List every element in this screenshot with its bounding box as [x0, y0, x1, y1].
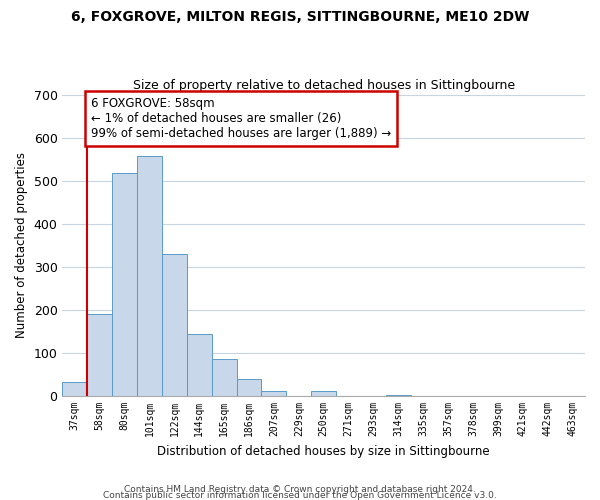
Bar — [137, 156, 162, 396]
Text: 6, FOXGROVE, MILTON REGIS, SITTINGBOURNE, ME10 2DW: 6, FOXGROVE, MILTON REGIS, SITTINGBOURNE… — [71, 10, 529, 24]
Text: 6 FOXGROVE: 58sqm
← 1% of detached houses are smaller (26)
99% of semi-detached : 6 FOXGROVE: 58sqm ← 1% of detached house… — [91, 96, 391, 140]
Bar — [212, 358, 236, 396]
Text: Contains HM Land Registry data © Crown copyright and database right 2024.: Contains HM Land Registry data © Crown c… — [124, 484, 476, 494]
Bar — [162, 254, 187, 396]
Bar — [112, 173, 137, 396]
Title: Size of property relative to detached houses in Sittingbourne: Size of property relative to detached ho… — [133, 79, 515, 92]
Bar — [236, 379, 262, 396]
X-axis label: Distribution of detached houses by size in Sittingbourne: Distribution of detached houses by size … — [157, 444, 490, 458]
Bar — [62, 382, 88, 396]
Bar — [262, 391, 286, 396]
Bar — [311, 391, 336, 396]
Text: Contains public sector information licensed under the Open Government Licence v3: Contains public sector information licen… — [103, 491, 497, 500]
Bar — [386, 395, 411, 396]
Y-axis label: Number of detached properties: Number of detached properties — [15, 152, 28, 338]
Bar — [187, 334, 212, 396]
Bar — [88, 314, 112, 396]
